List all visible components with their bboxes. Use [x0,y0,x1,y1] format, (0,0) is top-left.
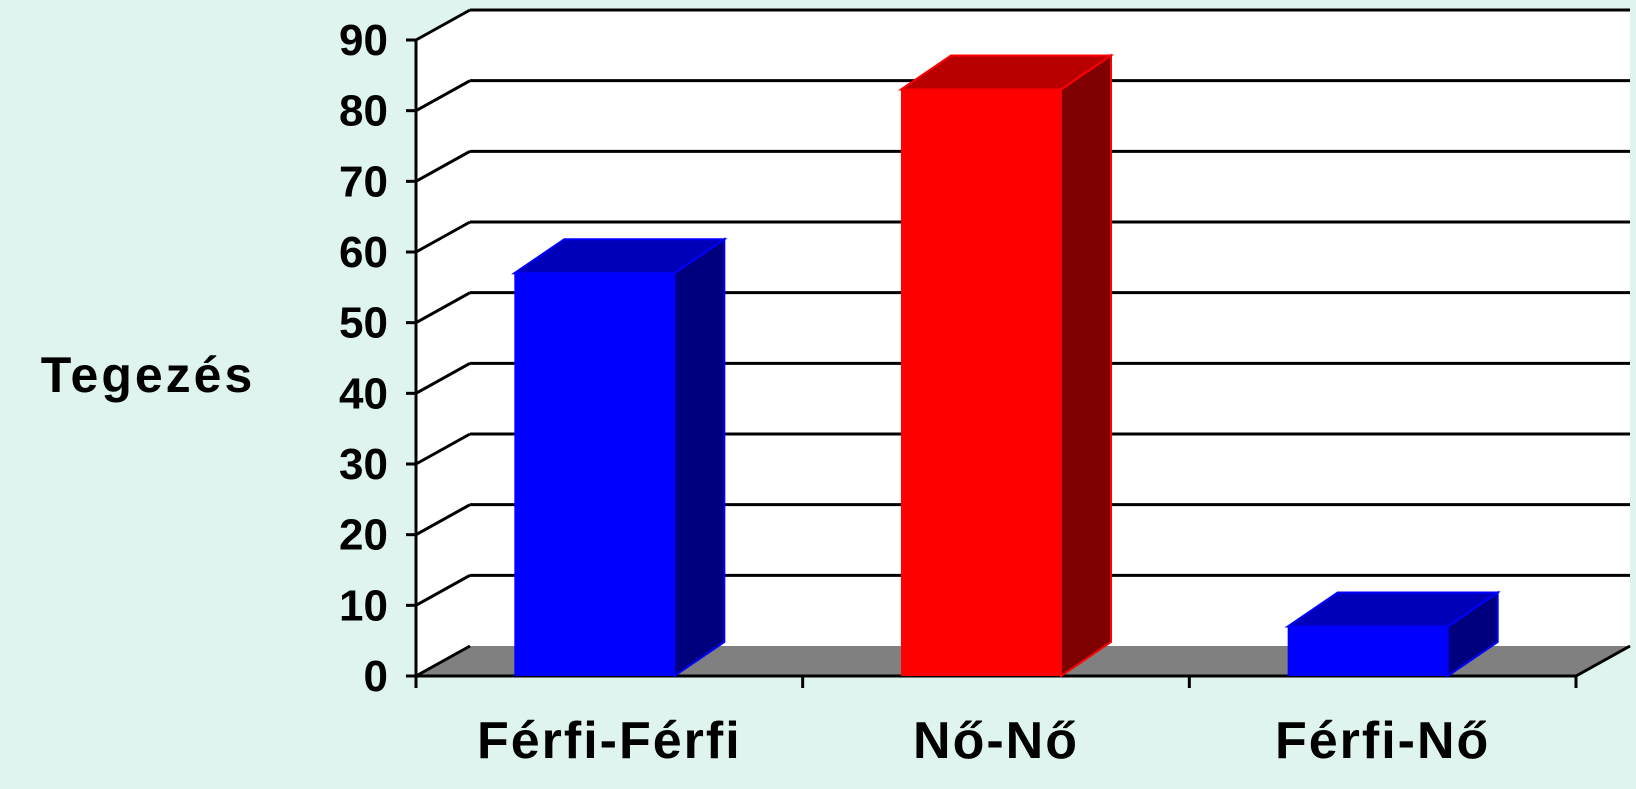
x-tick-label: Férfi-Nő [1275,712,1490,770]
y-tick-label: 80 [339,87,388,136]
y-tick-label: 40 [339,369,388,418]
y-tick-label: 60 [339,228,388,277]
bar-front [1287,626,1448,676]
y-tick-label: 0 [364,652,388,701]
bars [511,53,1501,678]
x-tick-labels: Férfi-Férfi Nő-Nő Férfi-Nő [477,712,1490,770]
bar-front [514,273,675,676]
bar [511,237,728,678]
side-gridline [415,220,471,254]
y-tick-label: 50 [339,299,388,348]
y-tick-label: 70 [339,157,388,206]
side-gridline [415,150,471,183]
y-axis-label: Tegezés [41,347,256,403]
chart-side-wall [416,10,470,676]
y-tick-labels: 0 10 20 30 40 50 60 70 80 90 [339,16,388,701]
side-gridline [415,574,471,607]
y-tick-label: 20 [339,511,388,560]
side-gridline [415,291,471,324]
y-tick-label: 90 [339,16,388,65]
bar-side [673,237,726,678]
bar-front [901,89,1061,676]
side-gridline [415,644,471,678]
side-gridline [415,503,471,536]
bar [897,53,1115,678]
side-gridline [415,79,471,112]
side-gridline [415,362,471,395]
y-tick-label: 30 [339,440,388,489]
x-tick-label: Nő-Nő [913,712,1079,770]
side-gridline [415,8,471,42]
floor-edge [1575,644,1631,678]
x-tick-label: Férfi-Férfi [477,712,742,770]
bar [1284,590,1501,678]
y-tick-label: 10 [339,581,388,630]
bar-side [1060,53,1112,678]
side-gridline [415,432,471,466]
